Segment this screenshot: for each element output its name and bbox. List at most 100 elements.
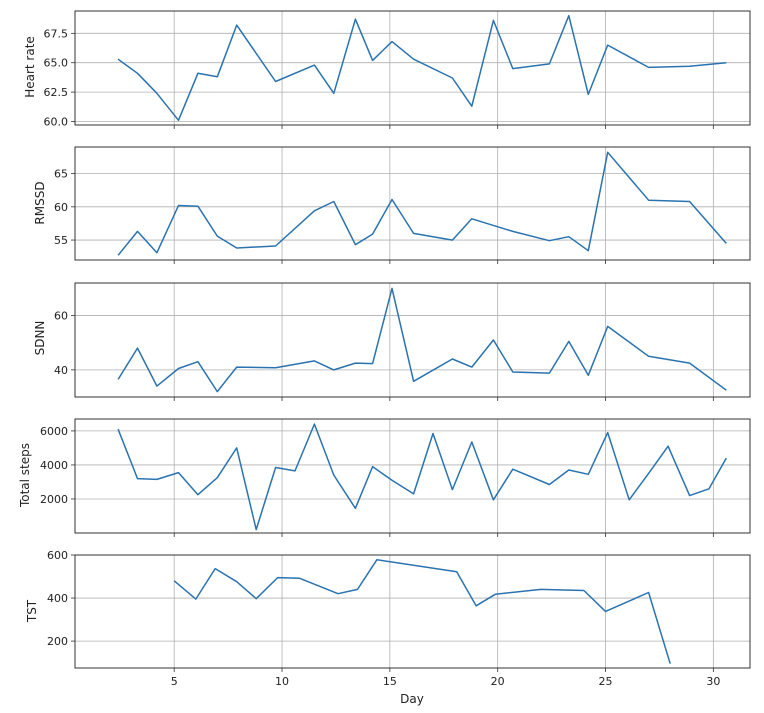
data-point bbox=[451, 358, 453, 360]
data-point bbox=[216, 235, 218, 237]
data-point bbox=[391, 40, 393, 42]
ytick-label: 40 bbox=[54, 364, 68, 377]
data-point bbox=[354, 244, 356, 246]
data-point bbox=[177, 119, 179, 121]
data-point bbox=[568, 15, 570, 17]
data-point bbox=[156, 92, 158, 94]
data-point bbox=[647, 355, 649, 357]
data-point bbox=[688, 494, 690, 496]
ytick-label: 62.5 bbox=[44, 86, 69, 99]
ytick-label: 60 bbox=[54, 201, 68, 214]
data-point bbox=[548, 372, 550, 374]
data-point bbox=[492, 499, 494, 501]
data-point bbox=[412, 380, 414, 382]
data-point bbox=[236, 247, 238, 249]
plot-frame bbox=[74, 146, 751, 261]
data-point bbox=[471, 218, 473, 220]
panel-sdnn: SDNN bbox=[33, 321, 47, 356]
data-point bbox=[255, 528, 257, 530]
data-point bbox=[587, 93, 589, 95]
data-point bbox=[177, 367, 179, 369]
data-point bbox=[607, 151, 609, 153]
data-point bbox=[333, 92, 335, 94]
series-line-sdnn bbox=[117, 287, 727, 393]
data-point bbox=[607, 325, 609, 327]
ylabel-tst: TST bbox=[25, 599, 39, 623]
data-point bbox=[216, 477, 218, 479]
ylabel-heart-rate: Heart rate bbox=[23, 36, 37, 98]
data-point bbox=[451, 239, 453, 241]
data-point bbox=[197, 494, 199, 496]
ytick-label: 2000 bbox=[40, 493, 68, 506]
data-point bbox=[236, 581, 238, 583]
data-point bbox=[371, 362, 373, 364]
data-point bbox=[471, 366, 473, 368]
data-point bbox=[604, 610, 606, 612]
xtick-label: 30 bbox=[706, 675, 720, 688]
data-point bbox=[277, 576, 279, 578]
ylabel-rmssd: RMSSD bbox=[33, 181, 47, 224]
data-point bbox=[725, 62, 727, 64]
data-point bbox=[568, 340, 570, 342]
data-point bbox=[512, 468, 514, 470]
data-point bbox=[274, 466, 276, 468]
data-point bbox=[492, 339, 494, 341]
data-point bbox=[294, 470, 296, 472]
data-point bbox=[548, 63, 550, 65]
data-point bbox=[494, 593, 496, 595]
ytick-label: 200 bbox=[47, 635, 68, 648]
ytick-label: 400 bbox=[47, 592, 68, 605]
data-point bbox=[333, 369, 335, 371]
data-point bbox=[475, 605, 477, 607]
data-point bbox=[456, 571, 458, 573]
data-point bbox=[136, 72, 138, 74]
data-point bbox=[391, 287, 393, 289]
data-point bbox=[214, 567, 216, 569]
series-line-total-steps bbox=[117, 423, 727, 531]
data-point bbox=[647, 591, 649, 593]
data-point bbox=[647, 66, 649, 68]
data-point bbox=[356, 588, 358, 590]
panel-plot-sdnn: 40 60 bbox=[54, 282, 751, 401]
data-point bbox=[688, 362, 690, 364]
panel-rmssd: RMSSD bbox=[33, 181, 47, 224]
data-point bbox=[156, 478, 158, 480]
data-point bbox=[216, 76, 218, 78]
data-point bbox=[667, 445, 669, 447]
panel-plot-heart-rate: 60.0 62.5 65.0 67.5 bbox=[44, 10, 751, 129]
data-point bbox=[647, 472, 649, 474]
data-point bbox=[669, 663, 671, 665]
data-point bbox=[471, 441, 473, 443]
data-point bbox=[432, 432, 434, 434]
data-point bbox=[607, 431, 609, 433]
panel-plot-tst: 200 400 600 5 10 15 20 25 30 bbox=[47, 549, 751, 688]
data-point bbox=[471, 105, 473, 107]
ytick-label: 65.0 bbox=[44, 57, 69, 70]
data-point bbox=[313, 210, 315, 212]
ytick-label: 67.5 bbox=[44, 27, 69, 40]
data-point bbox=[548, 483, 550, 485]
data-point bbox=[197, 205, 199, 207]
data-point bbox=[117, 428, 119, 430]
data-point bbox=[156, 385, 158, 387]
data-point bbox=[548, 240, 550, 242]
data-point bbox=[512, 67, 514, 69]
plot-frame bbox=[74, 418, 751, 534]
data-point bbox=[117, 378, 119, 380]
data-point bbox=[216, 390, 218, 392]
ytick-label: 55 bbox=[54, 234, 68, 247]
ytick-label: 60.0 bbox=[44, 115, 69, 128]
data-point bbox=[255, 598, 257, 600]
ytick-label: 65 bbox=[54, 168, 68, 181]
data-point bbox=[274, 245, 276, 247]
data-point bbox=[298, 577, 300, 579]
xtick-label: 25 bbox=[599, 675, 613, 688]
data-point bbox=[568, 469, 570, 471]
data-point bbox=[354, 18, 356, 20]
data-point bbox=[412, 232, 414, 234]
data-point bbox=[274, 80, 276, 82]
data-point bbox=[333, 474, 335, 476]
data-point bbox=[412, 58, 414, 60]
data-point bbox=[177, 204, 179, 206]
